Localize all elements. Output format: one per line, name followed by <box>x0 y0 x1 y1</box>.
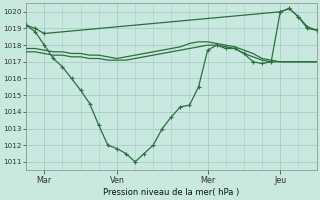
X-axis label: Pression niveau de la mer( hPa ): Pression niveau de la mer( hPa ) <box>103 188 239 197</box>
